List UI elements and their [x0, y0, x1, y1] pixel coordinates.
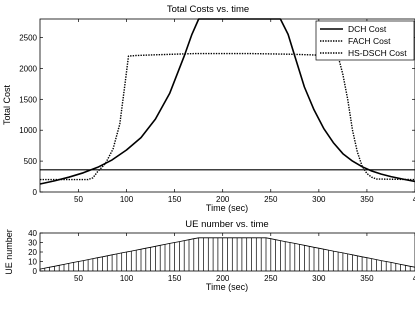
x-tick-label: 50	[74, 195, 83, 204]
y-tick-label: 0	[33, 267, 38, 276]
series-line-hs-dsch	[40, 52, 415, 181]
bars-group	[39, 237, 415, 271]
total-costs-chart: Total Costs vs. time 50 100 150 200 250 300 35…	[2, 4, 415, 213]
series-line-dch	[39, 18, 415, 185]
x-axis: 50 100 150 200 250 300 350 4	[74, 233, 415, 283]
x-tick-label: 4	[413, 274, 415, 283]
y-tick-label: 30	[28, 239, 37, 248]
x-axis-label: Time (sec)	[206, 282, 248, 292]
y-tick-label: 40	[28, 229, 37, 238]
x-tick-label: 250	[264, 195, 278, 204]
y-tick-label: 500	[24, 157, 38, 166]
series-group	[39, 18, 415, 185]
x-tick-label: 300	[312, 195, 326, 204]
x-axis: 50 100 150 200 250 300 350 4	[74, 19, 415, 204]
x-tick-label: 350	[360, 274, 374, 283]
y-axis-label: UE number	[4, 229, 14, 275]
x-tick-label: 200	[216, 274, 230, 283]
x-tick-label: 4	[413, 195, 415, 204]
legend-label-fach: FACH Cost	[348, 36, 391, 46]
legend-label-hsdsch: HS-DSCH Cost	[348, 48, 407, 58]
y-tick-label: 2500	[19, 34, 37, 43]
x-tick-label: 200	[216, 195, 230, 204]
chart-title: Total Costs vs. time	[167, 4, 249, 15]
x-tick-label: 100	[120, 274, 134, 283]
x-axis-label: Time (sec)	[206, 203, 248, 213]
x-tick-label: 150	[168, 195, 182, 204]
bar-envelope	[39, 237, 415, 270]
x-tick-label: 100	[120, 195, 134, 204]
y-tick-label: 20	[28, 248, 37, 257]
ue-number-chart: UE number vs. time 501001502002503003504…	[4, 219, 415, 292]
y-tick-label: 10	[28, 258, 37, 267]
x-tick-label: 150	[168, 274, 182, 283]
y-axis-label: Total Cost	[2, 84, 12, 125]
y-tick-label: 2000	[19, 64, 37, 73]
legend-label-dch: DCH Cost	[348, 24, 387, 34]
chart-title: UE number vs. time	[185, 219, 268, 230]
y-tick-label: 0	[33, 188, 38, 197]
legend-box	[315, 20, 415, 61]
x-tick-label: 250	[264, 274, 278, 283]
x-tick-label: 50	[74, 274, 83, 283]
y-tick-label: 1000	[19, 126, 37, 135]
x-tick-label: 350	[360, 195, 374, 204]
y-tick-label: 1500	[19, 95, 37, 104]
x-tick-label: 300	[312, 274, 326, 283]
legend: DCH Cost FACH Cost HS-DSCH Cost	[315, 20, 415, 61]
